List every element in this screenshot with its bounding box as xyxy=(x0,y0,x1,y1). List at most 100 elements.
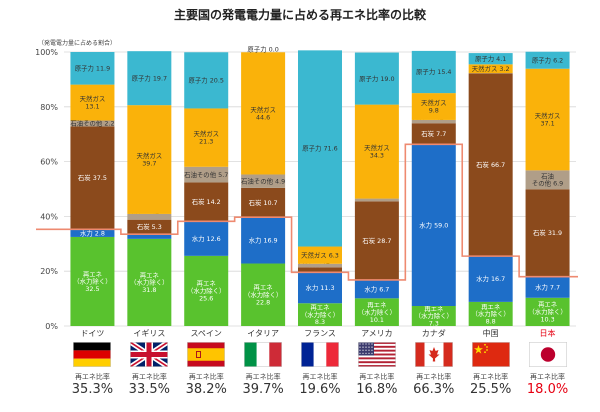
data-label-renew: 再エネ xyxy=(254,284,273,292)
bar-segment-oil xyxy=(184,166,229,183)
bar-segment-nuclear xyxy=(298,50,342,247)
renewable-ratio-caption: 再エネ比率 xyxy=(530,373,566,381)
bar-segment-gas xyxy=(525,68,570,171)
x-tick-label: アメリカ xyxy=(361,329,393,338)
bar-segment-renew xyxy=(70,236,115,326)
bar-segment-renew xyxy=(184,255,229,326)
renewable-ratio-caption: 再エネ比率 xyxy=(359,373,395,381)
data-label-renew: 再エネ xyxy=(481,303,500,311)
flag-icon xyxy=(73,342,112,367)
bar-segment-oil xyxy=(298,263,342,268)
data-label-renew: 10.3 xyxy=(540,316,554,324)
data-label-nuclear: 原子力 0.0 xyxy=(247,44,278,53)
data-label-renew: （水力除く） xyxy=(244,290,282,299)
data-label-hydro: 水力 16.7 xyxy=(476,274,505,283)
bar-segment-hydro xyxy=(354,279,399,299)
bar-segment-coal xyxy=(127,219,172,235)
renewable-ratio-value: 35.3% xyxy=(71,382,114,397)
bar-segment-hydro xyxy=(127,234,172,239)
x-tick-label: スペイン xyxy=(190,329,221,338)
bar-segment-renew xyxy=(468,301,513,326)
flag-icon xyxy=(357,342,396,367)
renewable-ratio-caption: 再エネ比率 xyxy=(473,373,509,381)
data-label-renew: 再エネ xyxy=(197,280,216,288)
data-label-coal: 石炭 7.7 xyxy=(421,130,446,138)
bar-segment-renew xyxy=(525,297,570,326)
data-label-gas: 天然ガス xyxy=(80,94,106,103)
data-label-nuclear: 原子力 71.6 xyxy=(302,144,337,153)
data-label-renew: （水力除く） xyxy=(528,307,566,316)
data-label-gas: 9.8 xyxy=(429,106,439,114)
bar-segment-gas xyxy=(354,104,399,199)
bar-segment-coal xyxy=(525,189,570,277)
data-label-gas: 天然ガス xyxy=(535,111,561,120)
data-label-coal: 石炭 31.9 xyxy=(533,229,562,237)
data-label-renew: 再エネ xyxy=(83,270,102,278)
data-label-hydro: 水力 59.0 xyxy=(419,220,448,229)
bar-segment-gas xyxy=(127,105,172,214)
renewable-ratio-value: 19.6% xyxy=(299,382,341,397)
flag-icon xyxy=(528,342,567,367)
bar-segment-gas xyxy=(70,84,115,121)
data-label-renew: 再エネ xyxy=(367,301,386,309)
bar-segment-gas xyxy=(184,108,229,167)
bar-segment-hydro xyxy=(70,229,115,237)
y-tick-label: 60% xyxy=(40,158,58,167)
data-label-gas: 37.1 xyxy=(540,119,554,127)
y-axis-label: （発電電力量に占める割合） xyxy=(38,40,117,47)
data-label-renew: 22.8 xyxy=(256,298,270,306)
data-label-nuclear: 原子力 19.0 xyxy=(359,74,394,83)
renewable-ratio-line xyxy=(36,143,578,281)
x-tick-label: イギリス xyxy=(133,329,165,338)
renewable-ratio-value: 38.2% xyxy=(185,382,227,397)
flag-icon xyxy=(301,342,340,367)
data-label-gas: 34.3 xyxy=(370,152,384,160)
data-label-gas: 21.3 xyxy=(199,138,213,146)
bar-segment-gas xyxy=(411,93,456,120)
bar-segment-gas xyxy=(241,52,286,175)
data-label-renew: 8.8 xyxy=(486,318,496,326)
bar-segment-nuclear xyxy=(184,52,229,109)
data-label-coal: 石炭 5.3 xyxy=(137,223,162,231)
x-tick-label: ドイツ xyxy=(80,329,104,338)
x-tick-label: カナダ xyxy=(422,328,446,338)
flag-icon xyxy=(244,342,283,367)
data-label-renew: （水力除く） xyxy=(358,307,396,316)
renewable-ratio-value: 16.8% xyxy=(356,382,398,397)
bar-segment-hydro xyxy=(184,221,229,256)
bar-segment-coal xyxy=(468,73,513,257)
bar-segment-oil xyxy=(411,119,456,124)
bar-segment-hydro xyxy=(411,144,456,306)
bar-segment-renew xyxy=(298,303,342,326)
y-tick-label: 40% xyxy=(40,212,58,221)
bar-segment-nuclear xyxy=(525,51,570,69)
data-label-coal: 石炭 14.2 xyxy=(192,198,221,206)
bar-segment-nuclear xyxy=(127,51,172,106)
bar-segment-hydro xyxy=(468,256,513,302)
bar-segment-coal xyxy=(241,187,286,218)
data-label-renew: 10.1 xyxy=(370,316,384,324)
data-label-oil: 石油その他 4.9 xyxy=(241,176,285,185)
data-label-gas: 天然ガス xyxy=(137,151,163,160)
data-label-gas: 39.7 xyxy=(142,159,156,167)
x-tick-label: 日本 xyxy=(540,328,556,338)
data-label-renew: （水力除く） xyxy=(301,310,339,319)
data-label-coal: 石炭 28.7 xyxy=(362,237,391,245)
x-tick-label: 中国 xyxy=(483,328,499,338)
x-tick-label: イタリア xyxy=(247,329,279,338)
y-tick-label: 20% xyxy=(40,267,58,276)
bar-segment-coal xyxy=(70,126,115,230)
data-label-nuclear: 原子力 6.2 xyxy=(532,55,563,64)
bar-segment-oil xyxy=(241,174,286,188)
data-label-renew: 7.3 xyxy=(429,320,439,328)
data-label-renew: 再エネ xyxy=(310,303,329,311)
data-label-renew: 再エネ xyxy=(538,301,557,309)
data-label-gas: 天然ガス xyxy=(364,143,390,152)
bar-segment-oil xyxy=(127,213,172,220)
renewable-ratio-caption: 再エネ比率 xyxy=(416,373,452,381)
flag-icon xyxy=(471,342,510,367)
y-tick-label: 80% xyxy=(40,103,58,112)
data-label-coal: 石炭 37.5 xyxy=(78,174,107,182)
renewable-ratio-value: 18.0% xyxy=(526,382,569,397)
